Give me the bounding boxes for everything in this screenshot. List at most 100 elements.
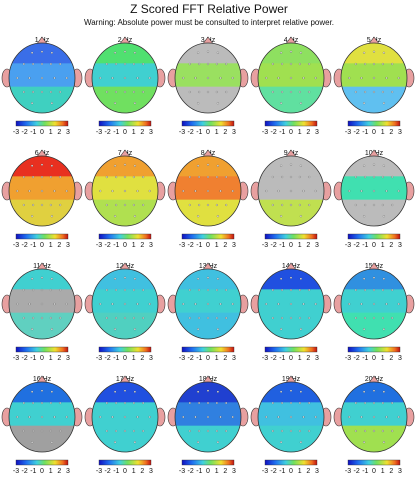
- colorbar-tick-label: 1: [381, 468, 385, 475]
- colorbar-tick-label: 2: [57, 242, 61, 249]
- electrode: [206, 76, 210, 80]
- electrode: [123, 429, 127, 433]
- colorbar: [181, 346, 235, 353]
- electrode: [280, 277, 283, 280]
- head-outline: [174, 155, 242, 227]
- electrode: [302, 415, 305, 419]
- electrode: [225, 429, 228, 433]
- colorbar: [264, 346, 318, 353]
- colorbar-tick-label: 3: [398, 355, 402, 362]
- electrode: [32, 90, 35, 94]
- electrode: [363, 215, 366, 218]
- colorbar-tick-label: 3: [66, 242, 70, 249]
- electrode: [363, 277, 366, 280]
- electrode: [314, 302, 317, 306]
- colorbar-tick-label: 3: [398, 129, 402, 136]
- colorbar-tick-label: 0: [372, 468, 376, 475]
- colorbar: [98, 459, 152, 466]
- colorbar-tick-label: -2: [188, 468, 194, 475]
- colorbar-tick-label: 1: [215, 129, 219, 136]
- electrode: [372, 389, 376, 392]
- colorbar-tick-label: 3: [398, 468, 402, 475]
- electrode: [299, 215, 302, 218]
- colorbar-tick-label: 1: [215, 242, 219, 249]
- electrode: [16, 76, 19, 80]
- electrode: [363, 328, 366, 331]
- electrode: [188, 288, 191, 292]
- electrode: [40, 203, 44, 207]
- electrode: [197, 390, 200, 393]
- colorbar-tick-label: -3: [96, 129, 102, 136]
- electrode: [364, 90, 367, 94]
- electrode: [363, 164, 366, 167]
- electrode: [40, 415, 44, 419]
- electrode: [265, 76, 268, 80]
- electrode: [363, 51, 366, 54]
- electrode: [280, 441, 283, 444]
- head-outline: [257, 381, 325, 453]
- colorbar-tick-label: 1: [381, 129, 385, 136]
- electrode: [115, 90, 118, 94]
- colorbar-tick-label: 0: [40, 468, 44, 475]
- electrode: [225, 203, 228, 207]
- electrode: [225, 316, 228, 320]
- electrode: [382, 277, 385, 280]
- colorbar: [347, 120, 401, 127]
- electrode: [299, 51, 302, 54]
- electrode: [280, 102, 283, 105]
- electrode: [354, 401, 357, 405]
- electrode: [142, 90, 145, 94]
- head-map: 18 Hz-3 -2 -1 0 1 2 3: [167, 375, 249, 475]
- electrode: [280, 51, 283, 54]
- colorbar-tick-label: -2: [354, 129, 360, 136]
- electrode: [289, 90, 293, 94]
- electrode: [372, 429, 376, 433]
- electrode: [65, 76, 68, 80]
- colorbar-tick-label: -2: [105, 242, 111, 249]
- electrode: [194, 415, 197, 419]
- colorbar-tick-label: -2: [354, 355, 360, 362]
- electrode: [215, 316, 218, 320]
- colorbar-tick-label: -2: [271, 468, 277, 475]
- colorbar-tick-label: 0: [372, 129, 376, 136]
- colorbar-tick-label: 1: [132, 355, 136, 362]
- colorbar-tick-label: 1: [132, 129, 136, 136]
- electrode: [354, 429, 357, 433]
- electrode: [40, 316, 44, 320]
- electrode: [133, 390, 136, 393]
- electrode: [114, 277, 117, 280]
- colorbar-tick-label: 0: [289, 355, 293, 362]
- electrode: [132, 90, 135, 94]
- electrode: [198, 62, 201, 66]
- electrode: [99, 76, 102, 80]
- electrode: [381, 90, 384, 94]
- electrode: [385, 415, 388, 419]
- electrode: [299, 277, 302, 280]
- electrode: [216, 102, 219, 105]
- electrode: [133, 164, 136, 167]
- colorbar-tick-label: 2: [57, 355, 61, 362]
- electrode: [216, 390, 219, 393]
- electrode: [40, 288, 44, 292]
- electrode: [308, 203, 311, 207]
- scalp: [175, 269, 241, 339]
- electrode: [40, 302, 44, 306]
- electrode: [197, 102, 200, 105]
- electrode: [40, 50, 44, 53]
- electrode: [194, 302, 197, 306]
- electrode: [397, 302, 400, 306]
- colorbar-tick-label: -1: [30, 129, 36, 136]
- electrode: [59, 429, 62, 433]
- colorbar-tick-label: -3: [345, 468, 351, 475]
- electrode: [206, 175, 210, 179]
- electrode: [348, 189, 351, 193]
- electrode: [148, 302, 151, 306]
- electrode: [364, 62, 367, 66]
- colorbar-tick-label: -3: [345, 242, 351, 249]
- electrode: [136, 189, 139, 193]
- colorbar-tick-label: 0: [123, 129, 127, 136]
- colorbar-tick-label: -3: [13, 242, 19, 249]
- electrode: [28, 189, 31, 193]
- colorbar-tick-label: -2: [271, 355, 277, 362]
